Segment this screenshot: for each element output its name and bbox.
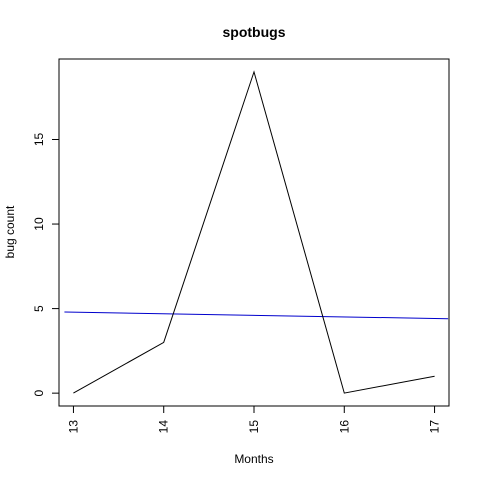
- y-tick-label: 0: [32, 389, 46, 396]
- chart-title: spotbugs: [223, 24, 286, 40]
- y-tick-label: 15: [32, 132, 46, 146]
- series-layer: [64, 72, 448, 393]
- x-tick-label: 17: [428, 420, 442, 434]
- plot-box: [59, 59, 449, 406]
- x-tick-label: 15: [247, 420, 261, 434]
- y-axis: 0 5 10 15: [32, 132, 59, 396]
- x-axis: 13 14 15 16 17: [66, 406, 441, 433]
- x-tick-label: 16: [337, 420, 351, 434]
- y-tick-label: 10: [32, 217, 46, 231]
- y-tick-label: 5: [32, 305, 46, 312]
- series-line: [73, 72, 434, 393]
- x-tick-label: 13: [66, 420, 80, 434]
- x-axis-label: Months: [234, 452, 273, 466]
- y-axis-label: bug count: [3, 205, 17, 258]
- trend-line: [64, 312, 448, 319]
- x-tick-label: 14: [157, 420, 171, 434]
